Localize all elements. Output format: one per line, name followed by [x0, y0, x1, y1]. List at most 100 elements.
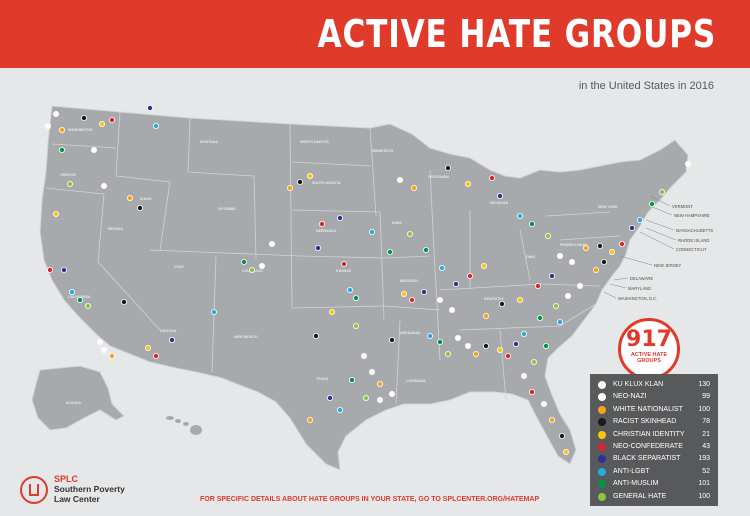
callout-rhode-island: RHODE ISLAND: [678, 238, 709, 243]
hate-group-marker: [549, 416, 556, 423]
hate-group-marker: [513, 340, 520, 347]
hate-group-marker: [152, 123, 159, 130]
hate-group-marker: [406, 230, 413, 237]
hate-group-marker: [410, 184, 417, 191]
hate-group-marker: [545, 232, 552, 239]
hate-group-marker: [101, 346, 108, 353]
hate-group-marker: [517, 212, 524, 219]
hate-group-marker: [565, 292, 572, 299]
hate-group-marker: [152, 352, 159, 359]
hate-group-marker: [97, 338, 104, 345]
hate-group-marker: [420, 288, 427, 295]
hate-group-marker: [408, 296, 415, 303]
legend-row: BLACK SEPARATIST 193: [598, 454, 716, 465]
callout-maryland: MARYLAND: [628, 286, 651, 291]
hood-icon: [598, 381, 606, 389]
hate-group-marker: [444, 164, 451, 171]
group-markers: [45, 105, 692, 455]
hate-group-marker: [348, 376, 355, 383]
legend: KU KLUX KLAN 130 NEO-NAZI 99 WHITE NATIONALI…: [590, 374, 718, 506]
hate-group-marker: [553, 302, 560, 309]
hate-group-marker: [464, 342, 471, 349]
hate-group-marker: [521, 372, 528, 379]
legend-row: ANTI-MUSLIM 101: [598, 479, 716, 490]
total-number: 917: [626, 327, 672, 352]
hate-group-marker: [557, 318, 564, 325]
legend-row: NEO-CONFEDERATE 43: [598, 442, 716, 453]
hate-group-marker: [601, 258, 608, 265]
hate-group-marker: [336, 214, 343, 221]
hate-group-marker: [168, 336, 175, 343]
hate-group-marker: [109, 352, 116, 359]
hate-group-marker: [504, 352, 511, 359]
hate-group-marker: [318, 220, 325, 227]
state-label-michigan: MICHIGAN: [490, 201, 509, 205]
hate-group-marker: [549, 272, 556, 279]
legend-label: GENERAL HATE: [613, 492, 667, 500]
hate-group-marker: [593, 266, 600, 273]
splc-logo-mark: [20, 476, 48, 504]
hate-group-marker: [563, 448, 570, 455]
state-label-ohio: OHIO: [526, 255, 535, 259]
circle-icon: [598, 492, 606, 501]
hate-group-marker: [422, 246, 429, 253]
state-label-missouri: MISSOURI: [400, 279, 418, 283]
hate-group-marker: [368, 368, 375, 375]
hate-group-marker: [61, 266, 68, 273]
hate-group-marker: [583, 244, 590, 251]
state-label-nebraska: NEBRASKA: [316, 229, 337, 233]
hate-group-marker: [376, 380, 383, 387]
hate-group-marker: [306, 416, 313, 423]
hate-group-marker: [296, 178, 303, 185]
hate-group-marker: [286, 184, 293, 191]
state-label-maine: MAINE: [686, 167, 698, 171]
alaska-shape: [31, 365, 125, 431]
hate-group-marker: [496, 192, 503, 199]
legend-label: ANTI-LGBT: [613, 467, 650, 475]
hate-group-marker: [637, 216, 644, 223]
splc-logo-name-line2: Law Center: [54, 494, 100, 504]
hate-group-marker: [45, 123, 52, 130]
legend-count: 100: [698, 492, 710, 500]
legend-count: 99: [702, 393, 710, 401]
callout-connecticut: CONNECTICUT: [676, 247, 707, 252]
hate-group-marker: [685, 160, 692, 167]
hate-group-marker: [352, 322, 359, 329]
legend-label: WHITE NATIONALIST: [613, 405, 683, 413]
hate-group-marker: [53, 210, 60, 217]
hate-group-marker: [659, 188, 666, 195]
hate-group-marker: [346, 286, 353, 293]
hate-group-marker: [81, 115, 88, 122]
state-label-new-mexico: NEW MEXICO: [234, 335, 258, 339]
hate-group-marker: [541, 400, 548, 407]
hate-group-marker: [376, 396, 383, 403]
hate-group-marker: [543, 342, 550, 349]
state-label-texas: TEXAS: [316, 377, 329, 381]
state-label-washington: WASHINGTON: [68, 128, 93, 132]
hate-group-marker: [388, 336, 395, 343]
title-banner: [0, 0, 750, 68]
callout-dc: WASHINGTON, D.C.: [618, 296, 657, 301]
page-title: ACTIVE HATE GROUPS: [317, 12, 716, 56]
hate-group-marker: [517, 296, 524, 303]
hate-group-marker: [488, 174, 495, 181]
state-label-new-york: NEW YORK: [598, 205, 618, 209]
hate-group-marker: [480, 262, 487, 269]
legend-label: ANTI-MUSLIM: [613, 480, 659, 488]
hate-group-marker: [466, 272, 473, 279]
legend-row: ANTI-LGBT 52: [598, 467, 716, 478]
splc-logo-abbr: SPLC: [54, 474, 79, 484]
legend-count: 100: [698, 405, 710, 413]
hate-group-marker: [444, 350, 451, 357]
hate-group-marker: [396, 176, 403, 183]
hate-group-marker: [559, 432, 566, 439]
hate-group-marker: [99, 121, 106, 128]
hate-group-marker: [352, 294, 359, 301]
state-label-arizona: ARIZONA: [160, 329, 177, 333]
legend-count: 101: [698, 480, 710, 488]
state-label-kentucky: KENTUCKY: [484, 297, 505, 301]
hate-group-marker: [328, 308, 335, 315]
state-labels: WASHINGTON OREGON CALIFORNIA NEVADA IDAH…: [60, 128, 698, 431]
legend-row: RACIST SKINHEAD 78: [598, 417, 716, 428]
hate-group-marker: [535, 282, 542, 289]
